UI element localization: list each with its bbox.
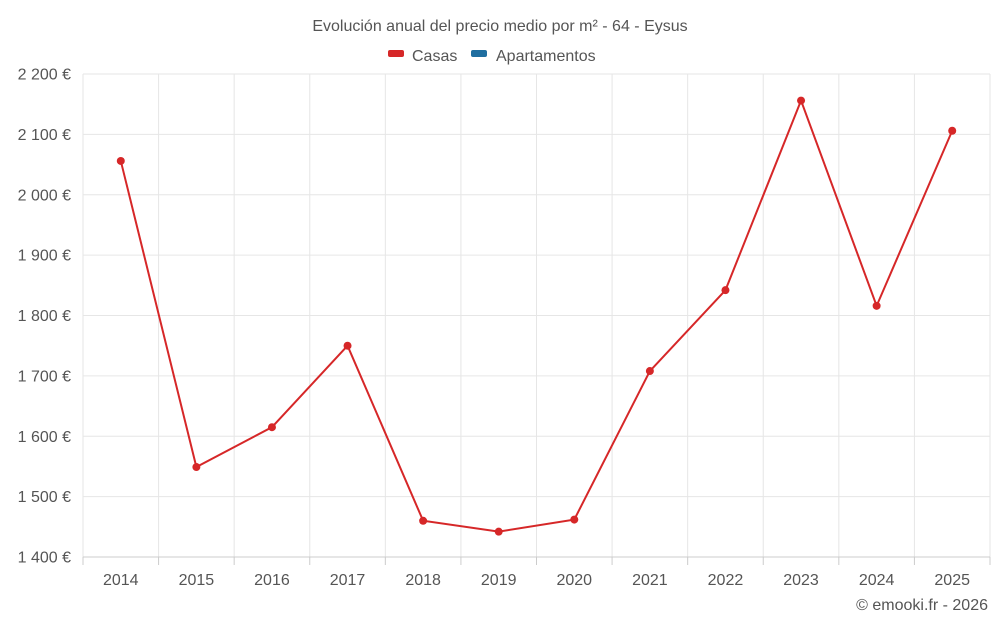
- x-tick-label: 2021: [632, 572, 668, 589]
- data-point-casas-2017[interactable]: [343, 341, 352, 350]
- y-axis: 2 200 € 2 100 € 2 000 € 1 900 € 1 800 € 1 700…: [18, 67, 71, 567]
- data-point-casas-2016[interactable]: [267, 423, 276, 432]
- data-point-casas-2018[interactable]: [419, 516, 428, 525]
- x-tick-label: 2017: [330, 572, 366, 589]
- x-axis: 2014 2015 2016 2017 2018 2019 2020 2021 2022 2023…: [82, 556, 991, 589]
- grid: [82, 73, 991, 557]
- y-tick-label: 1 900 €: [18, 248, 71, 265]
- data-point-casas-2020[interactable]: [570, 515, 579, 524]
- data-point-casas-2022[interactable]: [721, 286, 730, 295]
- legend-item-apartamentos[interactable]: Apartamentos: [471, 48, 596, 65]
- series-line-casas: [119, 97, 954, 533]
- data-point-casas-2023[interactable]: [797, 96, 806, 105]
- y-tick-label: 1 600 €: [18, 429, 71, 446]
- y-tick-label: 1 800 €: [18, 308, 71, 325]
- y-tick-label: 2 000 €: [18, 187, 71, 204]
- x-tick-label: 2015: [179, 572, 215, 589]
- data-point-casas-2024[interactable]: [872, 301, 881, 310]
- y-tick-label: 2 100 €: [18, 127, 71, 144]
- legend-item-casas[interactable]: Casas: [388, 48, 457, 65]
- x-tick-label: 2023: [783, 572, 819, 589]
- x-tick-label: 2020: [556, 572, 592, 589]
- y-tick-label: 1 500 €: [18, 489, 71, 506]
- data-point-casas-2014[interactable]: [116, 156, 125, 165]
- y-tick-label: 2 200 €: [18, 67, 71, 84]
- x-tick-label: 2019: [481, 572, 517, 589]
- legend: Casas Apartamentos: [388, 48, 596, 65]
- credit-text: © emooki.fr - 2026: [856, 597, 988, 614]
- x-tick-label: 2018: [405, 572, 441, 589]
- data-point-casas-2015[interactable]: [192, 463, 201, 472]
- legend-label-apartamentos: Apartamentos: [496, 48, 596, 65]
- x-tick-label: 2025: [934, 572, 970, 589]
- y-tick-label: 1 400 €: [18, 550, 71, 567]
- data-point-casas-2025[interactable]: [948, 126, 957, 135]
- x-tick-label: 2014: [103, 572, 139, 589]
- y-tick-label: 1 700 €: [18, 368, 71, 385]
- data-point-casas-2021[interactable]: [645, 367, 654, 376]
- legend-label-casas: Casas: [412, 48, 457, 65]
- legend-swatch-apartamentos: [471, 50, 487, 57]
- legend-swatch-casas: [388, 50, 404, 57]
- x-tick-label: 2016: [254, 572, 290, 589]
- series-layer: [116, 96, 957, 536]
- x-tick-label: 2022: [708, 572, 744, 589]
- data-point-casas-2019[interactable]: [494, 527, 503, 536]
- chart-title: Evolución anual del precio medio por m² …: [312, 18, 687, 35]
- x-tick-label: 2024: [859, 572, 895, 589]
